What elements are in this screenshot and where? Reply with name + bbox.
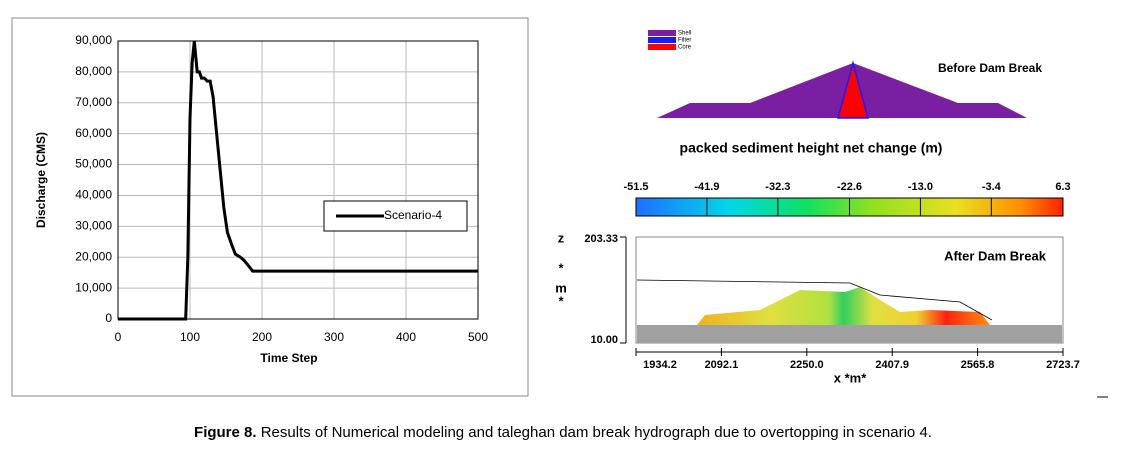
- x-tick-label: 2565.8: [961, 359, 995, 371]
- y-tick-label: 30,000: [75, 219, 112, 233]
- y-tick-label: 90,000: [75, 33, 112, 47]
- dam-core: [837, 60, 869, 119]
- x-tick-label: 2092.1: [705, 359, 739, 371]
- z-tick-label: 203.33: [584, 233, 618, 245]
- y-tick-label: 50,000: [75, 157, 112, 171]
- z-axis-label: z: [558, 230, 565, 245]
- caption-label: Figure 8.: [194, 424, 257, 441]
- x-tick-label: 500: [468, 330, 488, 344]
- y-tick-label: 80,000: [75, 64, 112, 78]
- sediment: [697, 287, 990, 325]
- y-tick-label: 60,000: [75, 126, 112, 140]
- left-frame: [11, 17, 529, 397]
- z-tick-label: 10.00: [590, 334, 618, 346]
- x-tick-label: 2407.9: [875, 359, 909, 371]
- colorbar-tick-label: -32.3: [765, 181, 790, 193]
- plot-frame: [117, 40, 479, 320]
- x-tick-label: 300: [324, 330, 344, 344]
- legend-label: Scenario-4: [384, 208, 442, 222]
- caption-text: Results of Numerical modeling and talegh…: [257, 424, 932, 441]
- y-tick-label: 0: [105, 311, 112, 325]
- material-swatch: [648, 30, 676, 36]
- z-axis-label: *: [558, 260, 564, 275]
- x-tick-label: 200: [252, 330, 272, 344]
- dam-shell: [657, 63, 1027, 118]
- right-panel: Before Dam Break packed sediment height …: [625, 60, 1064, 385]
- x-tick-label: 100: [180, 330, 200, 344]
- x-tick-label: 2250.0: [790, 359, 824, 371]
- y-tick-label: 40,000: [75, 188, 112, 202]
- y-tick-label: 70,000: [75, 95, 112, 109]
- colorbar-tick-label: 6.3: [1055, 181, 1070, 193]
- material-label: Core: [678, 45, 692, 51]
- x-tick-label: 0: [115, 330, 122, 344]
- water-surface: [636, 279, 993, 321]
- material-label: Shell: [678, 31, 691, 37]
- y-tick-label: 20,000: [75, 249, 112, 263]
- colorbar-tick-label: -13.0: [908, 181, 933, 193]
- colorbar-title: packed sediment height net change (m): [680, 140, 943, 156]
- colorbar-tick-label: -22.6: [837, 181, 862, 193]
- material-label: Filter: [678, 38, 691, 44]
- y-axis-label: Discharge (CMS): [34, 132, 48, 228]
- material-swatch: [648, 44, 676, 50]
- before-label: Before Dam Break: [938, 61, 1042, 75]
- z-axis-label: *: [558, 293, 564, 308]
- after-label: After Dam Break: [944, 248, 1047, 263]
- x-axis-label: Time Step: [260, 351, 317, 365]
- colorbar-tick-label: -41.9: [694, 181, 719, 193]
- colorbar-tick-label: -3.4: [982, 181, 1002, 193]
- z-axis-label: m: [555, 280, 567, 295]
- line: [118, 40, 478, 321]
- x-tick-label: 400: [396, 330, 416, 344]
- material-swatch: [648, 37, 676, 43]
- x-tick-label: 2723.7: [1046, 359, 1080, 371]
- caption: Figure 8. Results of Numerical modeling …: [194, 424, 932, 441]
- colorbar-tick-label: -51.5: [623, 181, 648, 193]
- x-tick-label: 1934.2: [643, 359, 677, 371]
- x-axis-label: x *m*: [834, 370, 867, 385]
- y-tick-label: 10,000: [75, 280, 112, 294]
- bed: [637, 325, 1062, 343]
